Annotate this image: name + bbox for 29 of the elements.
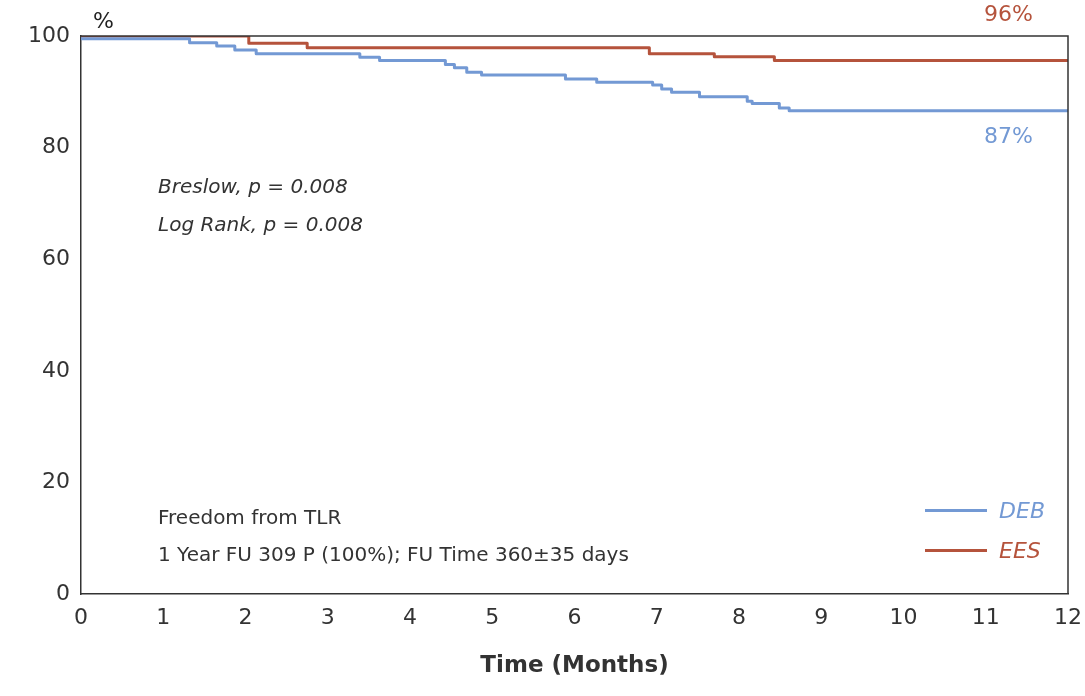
x-tick-label: 9 xyxy=(814,603,829,629)
x-tick-label: 3 xyxy=(320,603,335,629)
y-tick-label: 80 xyxy=(42,133,70,159)
annotation: 96% xyxy=(984,0,1033,26)
y-tick-label: 100 xyxy=(28,21,70,47)
annotation: Freedom from TLR xyxy=(158,505,342,530)
x-tick-label: 6 xyxy=(567,603,582,629)
y-tick-label: 0 xyxy=(56,579,70,605)
x-tick-label: 0 xyxy=(74,603,88,629)
x-tick-label: 11 xyxy=(971,603,1000,629)
x-tick-label: 4 xyxy=(403,603,417,629)
annotation: 87% xyxy=(984,123,1033,149)
annotation: 1 Year FU 309 P (100%); FU Time 360±35 days xyxy=(158,542,629,567)
legend-label: DEB xyxy=(999,497,1045,523)
annotation: Breslow, p = 0.008 xyxy=(158,174,348,199)
x-tick-label: 5 xyxy=(485,603,500,629)
y-tick-label: 40 xyxy=(42,356,70,382)
x-tick-label: 1 xyxy=(156,603,171,629)
x-tick-label: 12 xyxy=(1054,603,1082,629)
x-tick-label: 8 xyxy=(732,603,746,629)
x-tick-label: 10 xyxy=(889,603,918,629)
x-tick-label: 2 xyxy=(238,603,253,629)
legend-label: EES xyxy=(999,537,1041,563)
x-tick-label: 7 xyxy=(649,603,664,629)
y-tick-label: 20 xyxy=(42,468,70,494)
x-axis-title: Time (Months) xyxy=(480,651,669,678)
annotation: Log Rank, p = 0.008 xyxy=(158,212,363,237)
y-tick-label: 60 xyxy=(42,244,70,270)
y-axis-title: % xyxy=(93,7,114,33)
